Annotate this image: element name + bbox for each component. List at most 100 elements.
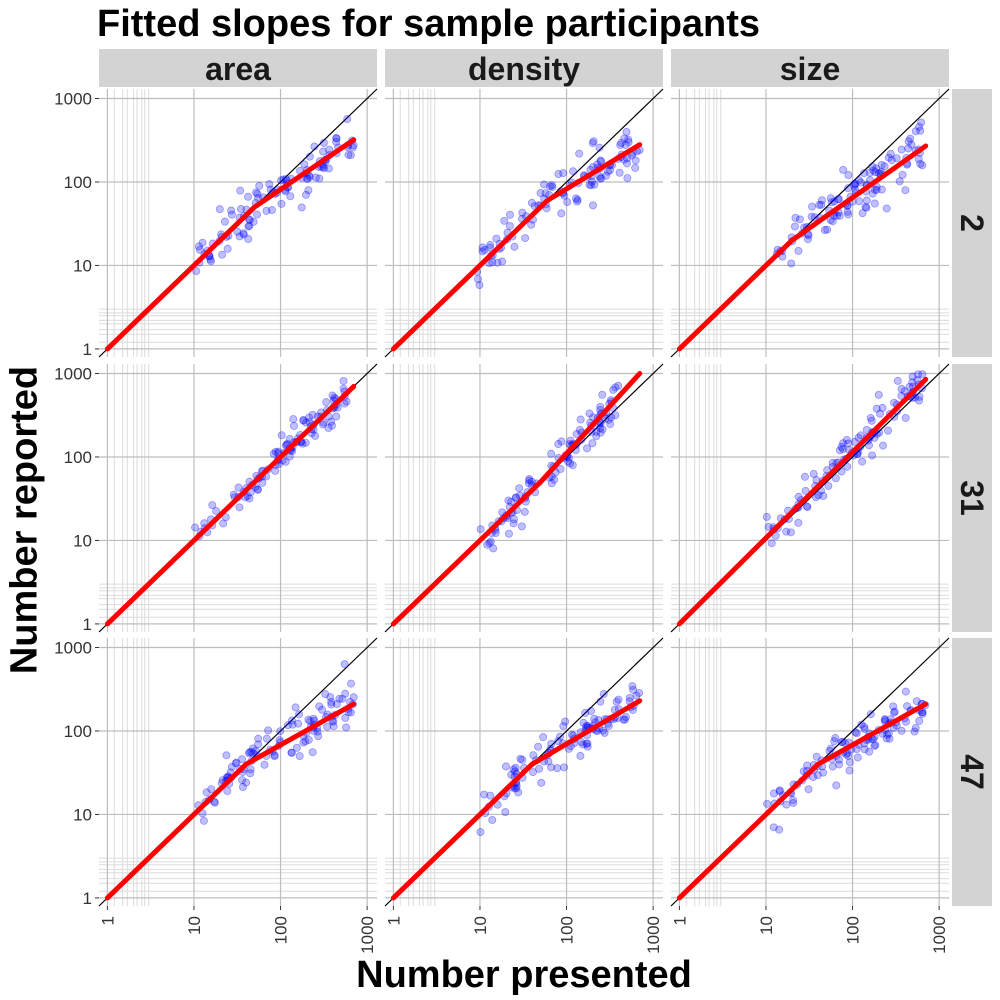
data-point [839, 439, 848, 448]
data-point [554, 737, 563, 746]
data-point [227, 762, 236, 771]
data-point [486, 791, 495, 800]
data-point [858, 457, 867, 466]
data-point [828, 458, 837, 467]
data-point [512, 784, 521, 793]
data-point [778, 252, 787, 261]
data-point [775, 825, 784, 834]
data-point [908, 372, 917, 381]
data-point [326, 693, 335, 702]
data-point [810, 213, 819, 222]
data-point [289, 415, 298, 424]
data-point [787, 259, 796, 268]
data-point [827, 744, 836, 753]
facet-strip-label: 31 [954, 480, 990, 516]
data-point [566, 436, 575, 445]
data-point [542, 204, 551, 213]
data-point [498, 257, 507, 266]
data-point [579, 718, 588, 727]
data-point [569, 167, 578, 176]
data-point [807, 212, 816, 221]
data-point [624, 138, 633, 147]
data-point [866, 413, 875, 422]
fit-line [390, 371, 643, 627]
data-point [857, 720, 866, 729]
data-point [271, 466, 280, 475]
data-point [911, 127, 920, 136]
x-tick-label: 1 [98, 916, 117, 925]
data-point [322, 398, 331, 407]
fit-line [390, 142, 643, 352]
data-point [867, 416, 876, 425]
data-point [587, 706, 596, 715]
data-point [607, 413, 616, 422]
data-point [575, 425, 584, 434]
data-point [853, 753, 862, 762]
data-point [301, 418, 310, 427]
data-point [202, 788, 211, 797]
data-point [488, 815, 497, 824]
data-point [854, 433, 863, 442]
data-point [295, 710, 304, 719]
data-point [287, 748, 296, 757]
data-point [287, 716, 296, 725]
data-point [600, 728, 609, 737]
data-point [844, 439, 853, 448]
data-point [872, 185, 881, 194]
data-point [246, 769, 255, 778]
data-point [276, 727, 285, 736]
data-point [245, 748, 254, 757]
data-point [339, 384, 348, 393]
data-point [485, 243, 494, 252]
data-point [300, 160, 309, 169]
data-point [265, 180, 274, 189]
facet-strip [385, 49, 663, 87]
data-point [572, 429, 581, 438]
data-point [251, 746, 260, 755]
data-point [518, 755, 527, 764]
data-point [775, 786, 784, 795]
data-point [870, 185, 879, 194]
data-point [239, 229, 248, 238]
data-point [249, 749, 258, 758]
data-point [563, 197, 572, 206]
data-point [786, 528, 795, 537]
data-point [913, 376, 922, 385]
data-point [332, 134, 341, 143]
data-point [288, 720, 297, 729]
data-point [262, 206, 271, 215]
data-point [573, 195, 582, 204]
data-point [277, 199, 286, 208]
data-point [804, 231, 813, 240]
data-point [291, 703, 300, 712]
data-point [328, 391, 337, 400]
data-point [879, 441, 888, 450]
data-point [808, 202, 817, 211]
data-point [598, 425, 607, 434]
x-tick-label: 1000 [358, 916, 377, 954]
data-point [235, 503, 244, 512]
data-point [872, 164, 881, 173]
data-point [802, 502, 811, 511]
data-point [347, 679, 356, 688]
data-point [767, 539, 776, 548]
data-point [210, 798, 219, 807]
data-point [219, 519, 228, 528]
fit-line [104, 383, 357, 627]
data-point [509, 765, 518, 774]
data-point [904, 144, 913, 153]
data-point [212, 507, 221, 516]
data-point [843, 207, 852, 216]
data-point [516, 754, 525, 763]
data-point [628, 682, 637, 691]
data-point [827, 198, 836, 207]
data-point [308, 748, 317, 757]
data-point [625, 693, 634, 702]
data-point [248, 744, 257, 753]
data-point [311, 173, 320, 182]
data-point [561, 717, 570, 726]
data-point [862, 196, 871, 205]
data-point [880, 715, 889, 724]
data-point [305, 413, 314, 422]
